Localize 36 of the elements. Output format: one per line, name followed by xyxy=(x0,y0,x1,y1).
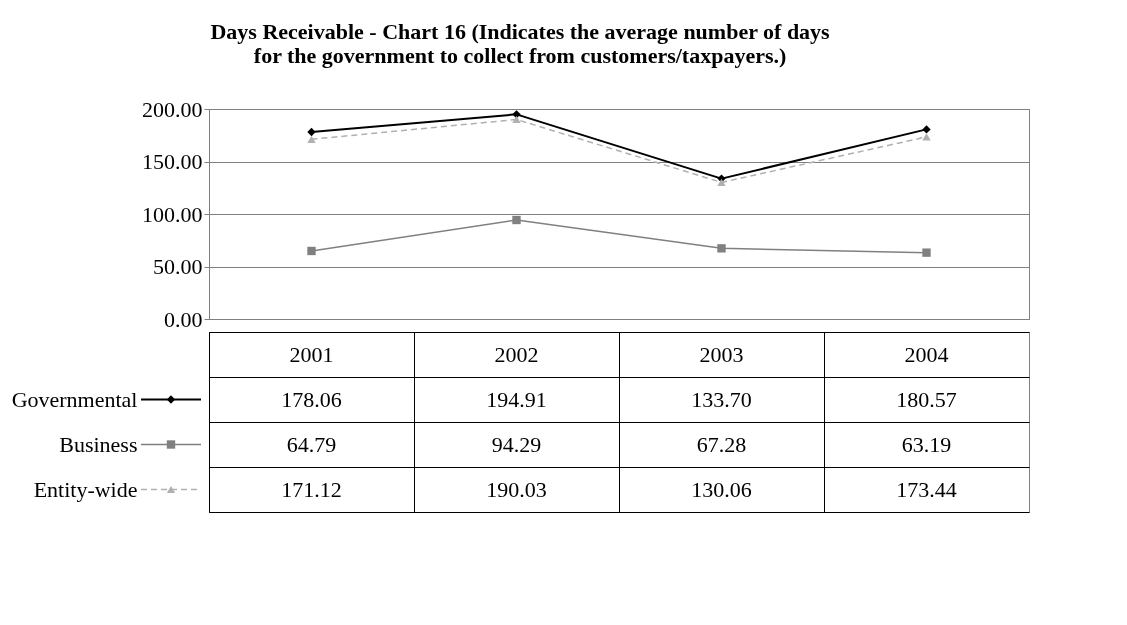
y-tick-label: 200.00 xyxy=(142,96,203,122)
data-label: 63.19 xyxy=(901,431,952,457)
x-tick-label: 2003 xyxy=(699,341,744,367)
data-label: 178.06 xyxy=(281,386,342,412)
point xyxy=(717,178,726,187)
x-tick-label: 2004 xyxy=(904,341,949,367)
chart-title: Days Receivable - Chart 16 (Indicates the average number of days for the government to collect from customers/taxpayers.) xyxy=(210,18,831,68)
data-label: 133.70 xyxy=(691,386,752,412)
data-label: 194.91 xyxy=(486,386,547,412)
y-tick-label: 150.00 xyxy=(142,149,203,174)
point xyxy=(922,133,931,141)
point xyxy=(307,127,316,137)
data-label: 64.79 xyxy=(286,431,337,457)
point xyxy=(307,246,316,256)
point xyxy=(922,125,931,134)
data-label: 67.28 xyxy=(696,431,747,457)
point xyxy=(512,115,521,124)
point xyxy=(717,244,726,253)
data-label: 190.03 xyxy=(486,476,547,502)
data-label: 180.57 xyxy=(896,386,957,412)
data-label: 94.29 xyxy=(491,431,542,457)
legend-label: Entity-wide xyxy=(33,476,138,502)
data-label: 173.44 xyxy=(896,476,957,502)
y-tick-label: 0.00 xyxy=(164,306,203,332)
legend-label: Business xyxy=(59,431,138,457)
point xyxy=(512,110,521,119)
y-tick-label: 100.00 xyxy=(142,201,203,227)
point xyxy=(512,215,521,225)
y-tick-label: 50.00 xyxy=(153,254,203,279)
x-tick-label: 2002 xyxy=(494,341,539,367)
point xyxy=(307,135,316,143)
legend-label: Governmental xyxy=(11,386,138,412)
point xyxy=(922,248,931,257)
data-label: 130.06 xyxy=(691,476,752,502)
data-label: 171.12 xyxy=(281,476,342,502)
x-tick-label: 2001 xyxy=(289,341,334,367)
